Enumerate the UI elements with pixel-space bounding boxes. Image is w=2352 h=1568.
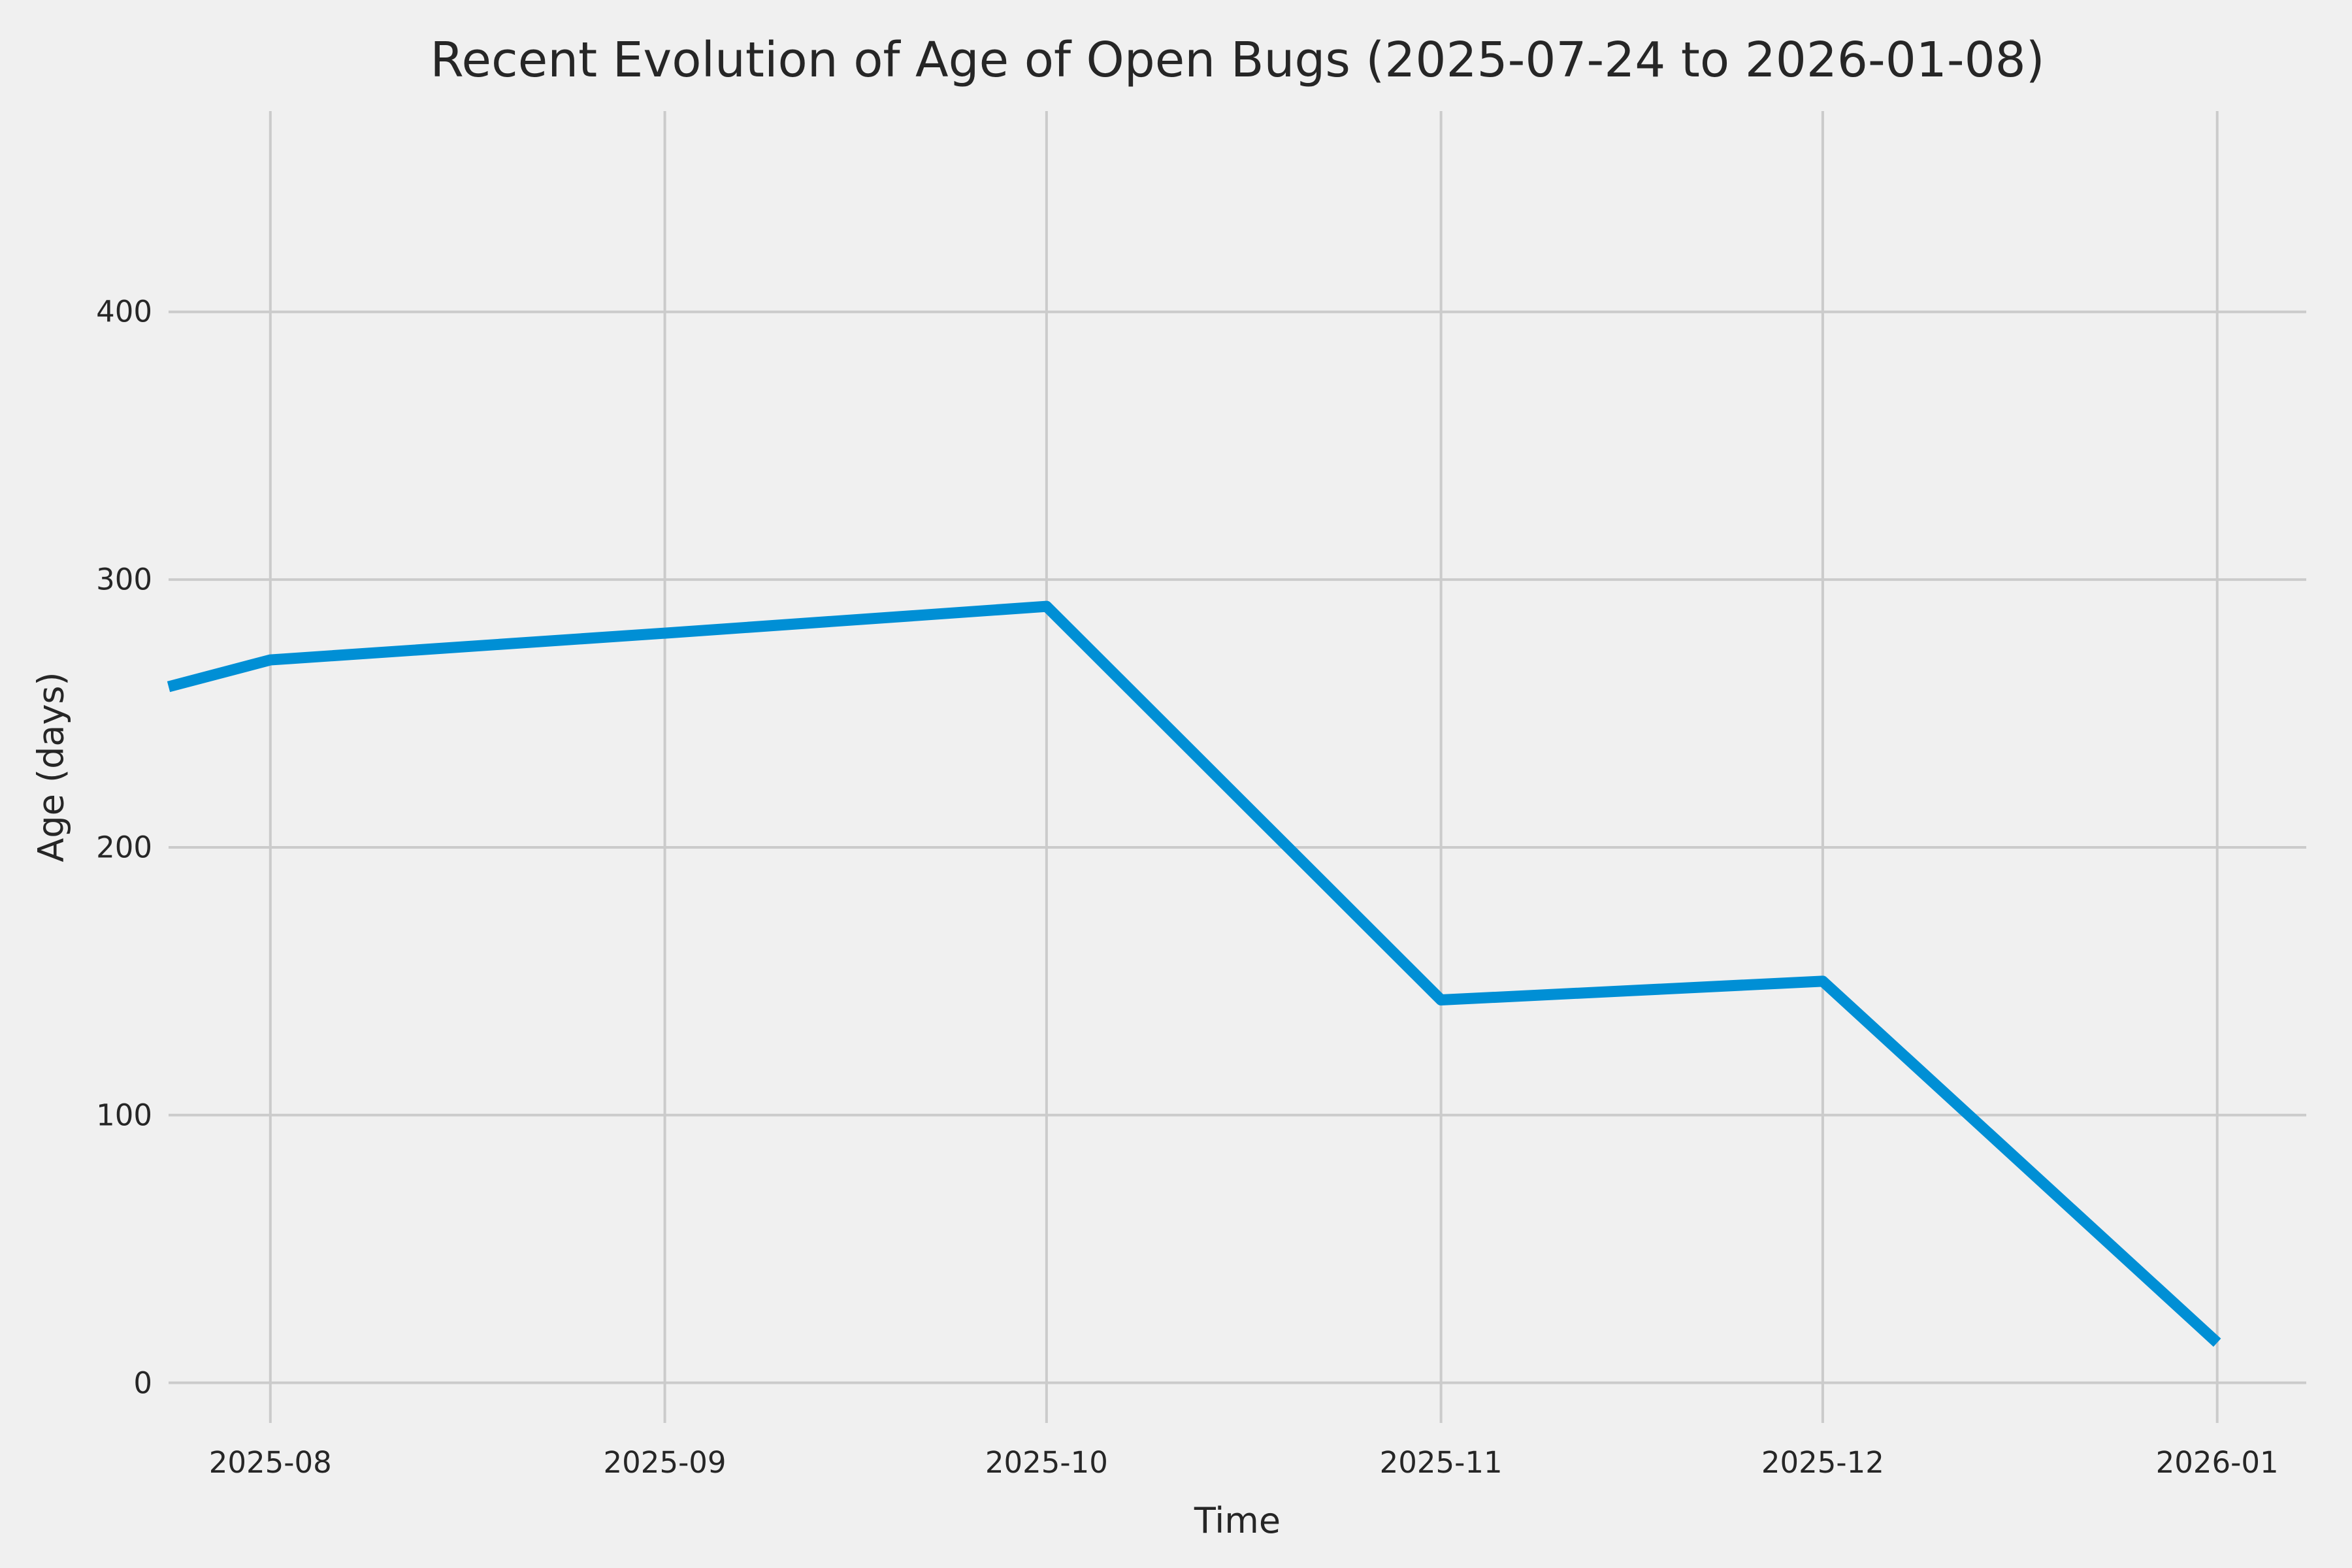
x-tick-label: 2025-10 (985, 1445, 1108, 1480)
data-line (167, 600, 2221, 1347)
x-tick-label: 2025-08 (208, 1445, 332, 1480)
x-tick-label: 2025-12 (1761, 1445, 1884, 1480)
x-tick-label: 2025-11 (1379, 1445, 1503, 1480)
y-tick-label: 400 (96, 294, 152, 329)
y-tick-label: 300 (96, 562, 152, 597)
y-tick-label: 200 (96, 830, 152, 865)
chart-title: Recent Evolution of Age of Open Bugs (20… (430, 32, 2045, 88)
y-tick-label: 0 (133, 1365, 152, 1401)
y-tick-label: 100 (96, 1098, 152, 1133)
x-tick-label: 2025-09 (603, 1445, 727, 1480)
data-line-layer (167, 600, 2221, 1347)
gridlines (169, 111, 2306, 1423)
y-axis-label: Age (days) (30, 672, 72, 862)
x-tick-label: 2026-01 (2155, 1445, 2279, 1480)
x-axis-label: Time (1194, 1500, 1281, 1541)
